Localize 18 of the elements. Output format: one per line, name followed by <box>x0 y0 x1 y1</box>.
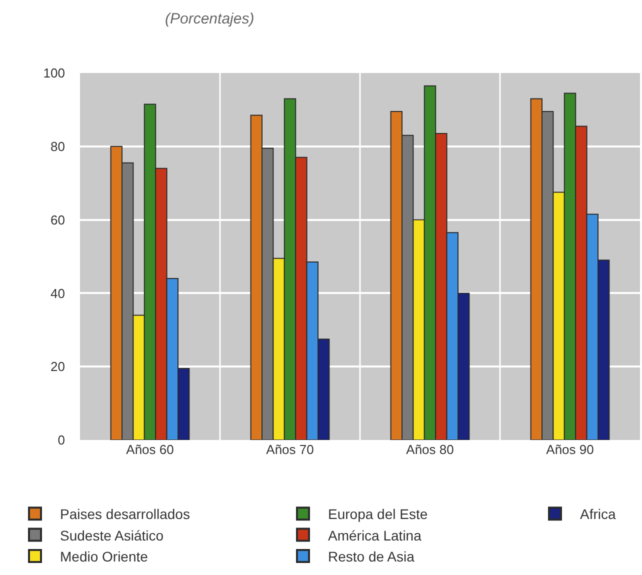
y-tick-label: 20 <box>50 359 65 374</box>
x-tick-label: Años 60 <box>126 442 174 457</box>
legend-label: Medio Oriente <box>60 548 148 564</box>
y-tick-label: 60 <box>50 212 65 228</box>
x-tick-label: Años 80 <box>406 442 454 457</box>
legend-label: Sudeste Asiático <box>60 527 164 544</box>
y-tick-label: 0 <box>58 432 65 448</box>
legend-label: Resto de Asia <box>328 548 415 564</box>
y-tick-label: 40 <box>50 286 65 301</box>
x-tick-label: Años 90 <box>546 442 594 457</box>
x-tick-label: Años 70 <box>266 442 314 457</box>
legend-label: Paises desarrollados <box>60 506 190 522</box>
y-tick-label: 100 <box>43 66 65 81</box>
legend-label: Europa del Este <box>328 506 428 522</box>
y-tick-label: 80 <box>50 138 65 154</box>
legend-label: Africa <box>580 506 616 522</box>
chart-subtitle: (Porcentajes) <box>165 10 254 28</box>
legend-label: América Latina <box>328 527 422 544</box>
